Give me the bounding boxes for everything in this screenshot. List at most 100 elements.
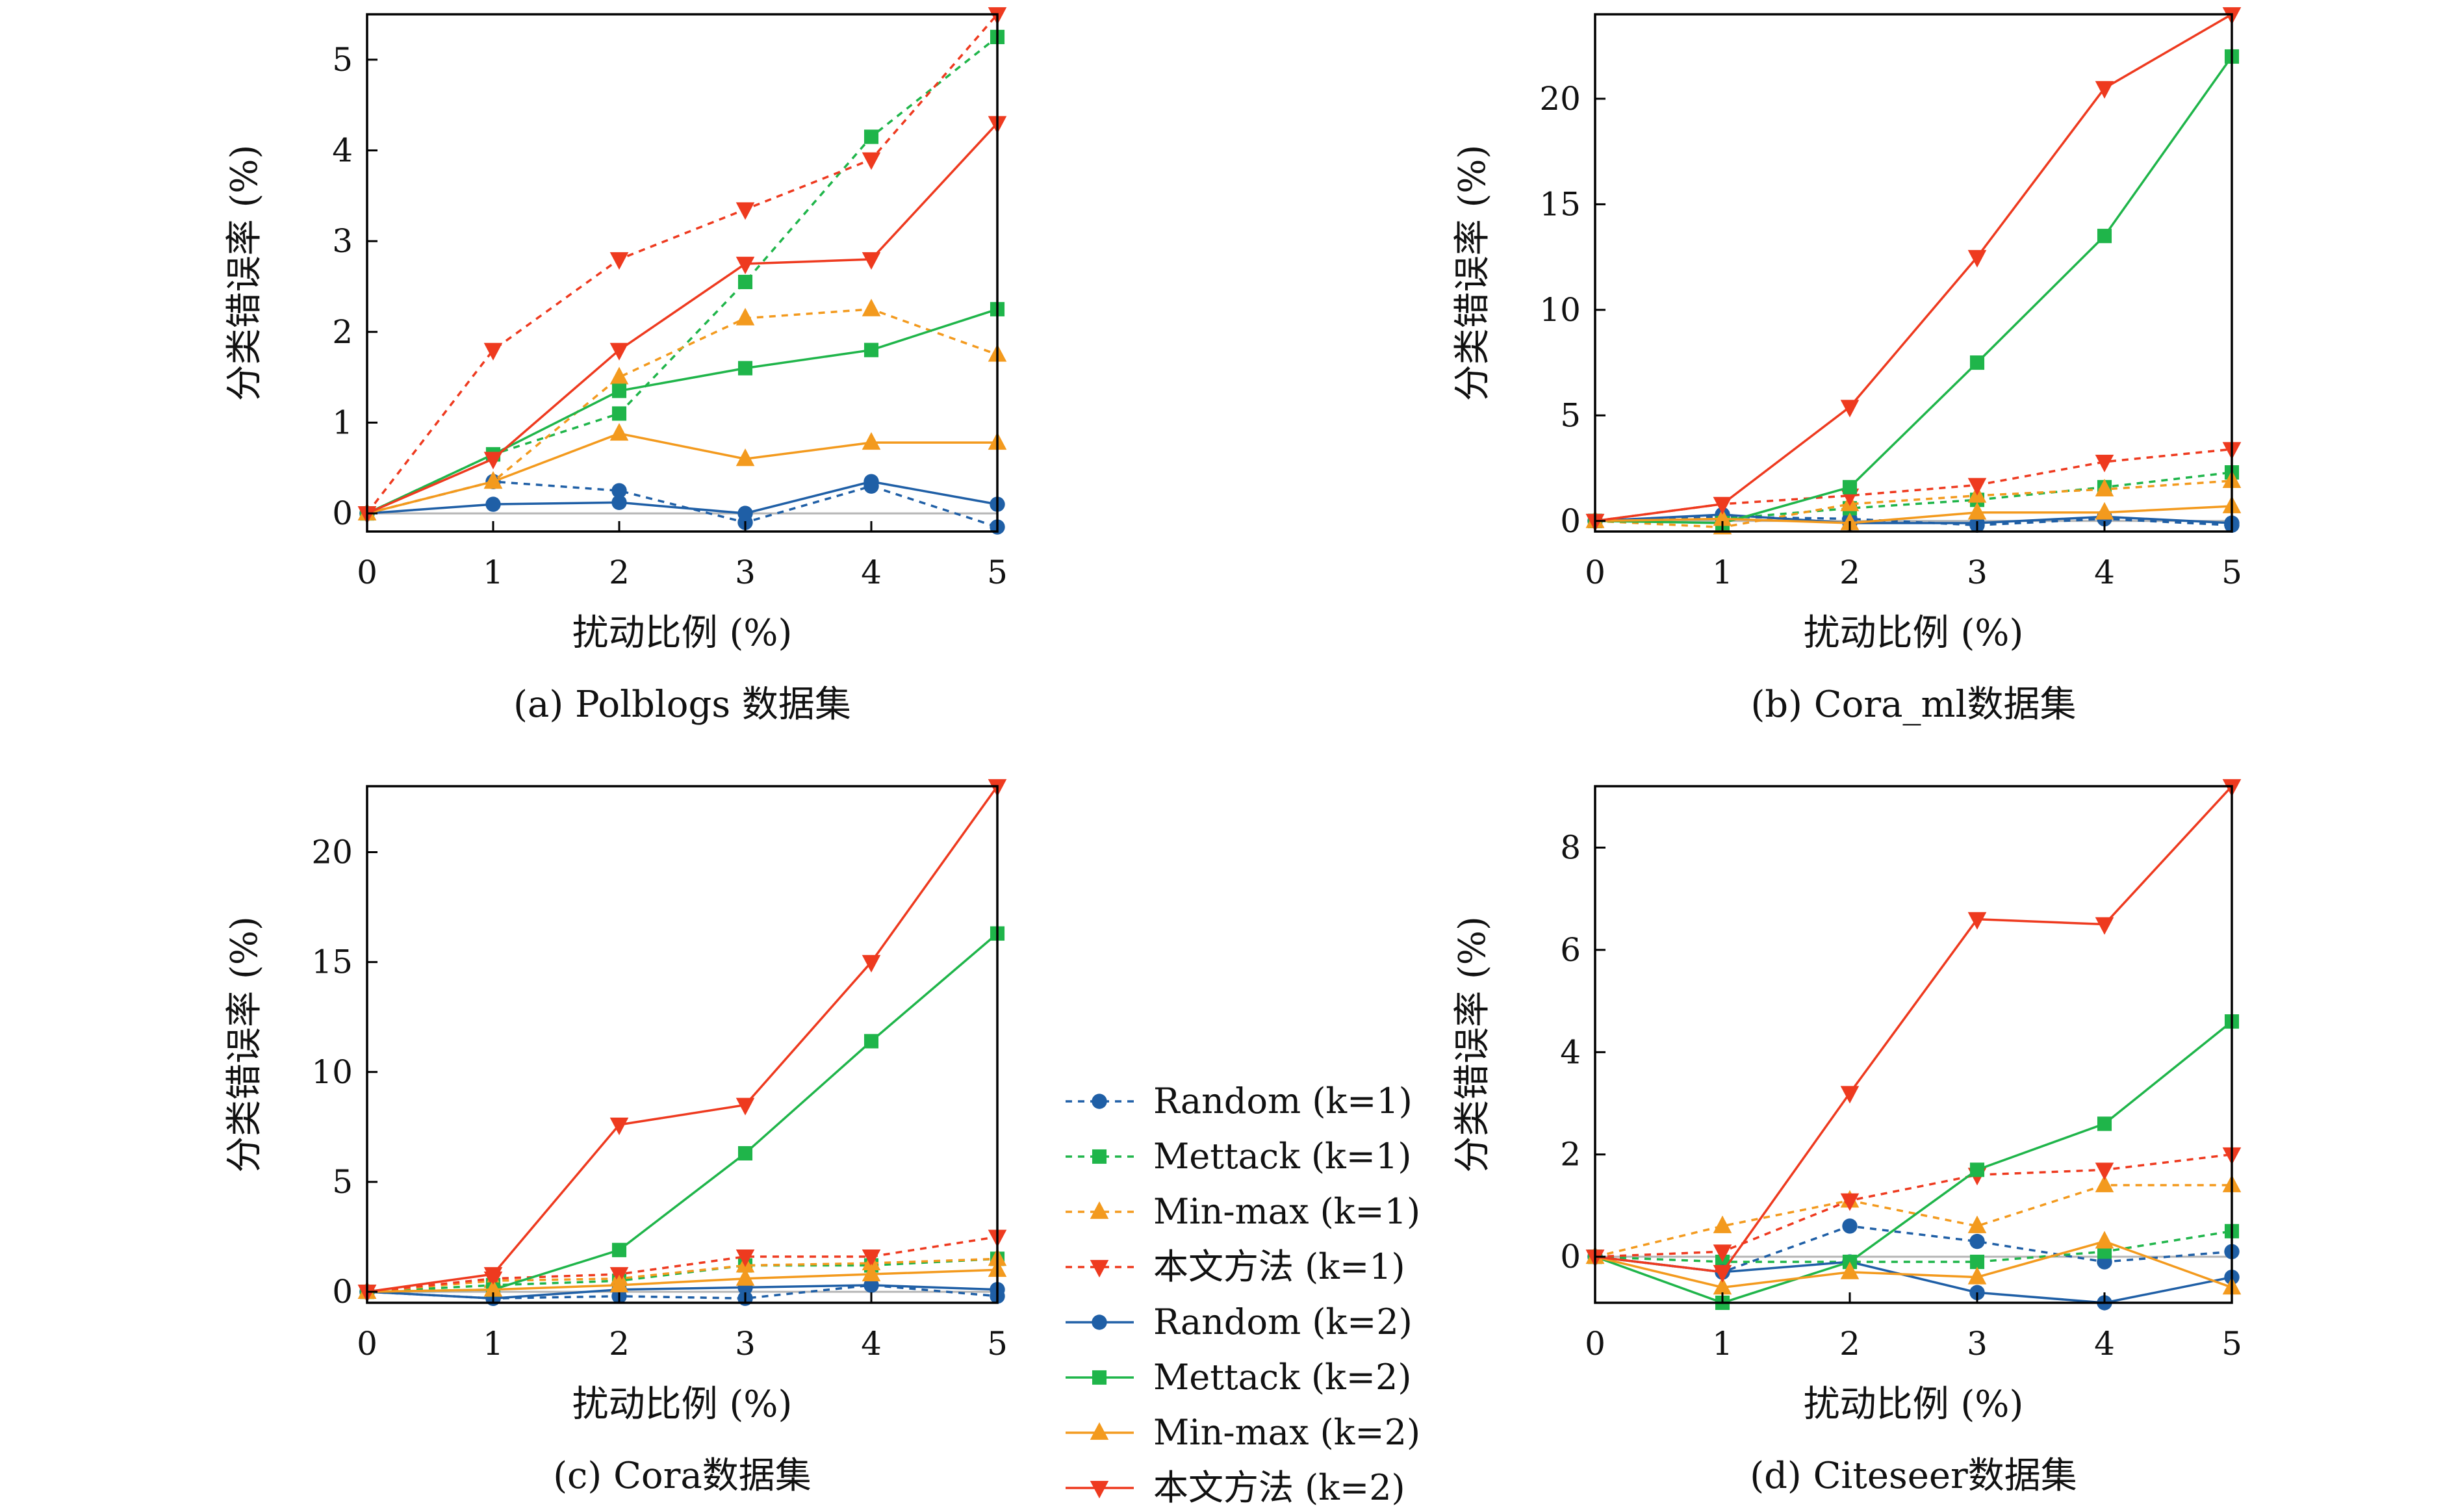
series-line-min-max-k-2 bbox=[1594, 505, 2232, 524]
x-tick-label: 4 bbox=[861, 554, 882, 591]
series-mettack-k-2 bbox=[1587, 49, 2240, 531]
legend-entry-mettack-k-2: Mettack (k=2) bbox=[1066, 1357, 1411, 1398]
y-tick-label: 5 bbox=[1560, 396, 1581, 434]
legend-entry-proposed-k-2: 本文方法 (k=2) bbox=[1066, 1467, 1405, 1508]
legend-entry-min-max-k-2: Min-max (k=2) bbox=[1066, 1412, 1420, 1453]
data-point bbox=[1840, 1261, 1860, 1279]
legend-entry-min-max-k-1: Min-max (k=1) bbox=[1066, 1191, 1420, 1232]
series-line-random-k-2 bbox=[366, 480, 998, 515]
series-line-mettack-k-2 bbox=[366, 932, 999, 1293]
legend-marker bbox=[1090, 1201, 1109, 1219]
legend-entry-random-k-1: Random (k=1) bbox=[1066, 1081, 1413, 1121]
legend-entry-mettack-k-1: Mettack (k=1) bbox=[1066, 1136, 1411, 1177]
data-point bbox=[1969, 1162, 1985, 1177]
series-line-proposed-k-1 bbox=[1594, 1153, 2232, 1258]
data-point bbox=[737, 274, 753, 290]
series-line-min-max-k-2 bbox=[366, 1268, 998, 1293]
data-point bbox=[611, 406, 627, 421]
series-line-mettack-k-1 bbox=[1594, 471, 2232, 522]
series-line-min-max-k-1 bbox=[1594, 480, 2232, 529]
data-point bbox=[862, 1263, 881, 1281]
data-point bbox=[863, 1277, 879, 1293]
series-proposed-k-2 bbox=[1585, 7, 2242, 532]
series-line-random-k-1 bbox=[1594, 1225, 2232, 1274]
x-tick-label: 5 bbox=[987, 1325, 1008, 1363]
x-tick-label: 1 bbox=[1712, 1325, 1733, 1363]
data-point bbox=[863, 474, 879, 489]
data-point bbox=[1713, 1215, 1732, 1233]
data-point bbox=[2095, 478, 2114, 496]
y-tick-label: 4 bbox=[332, 131, 353, 169]
x-tick-label: 3 bbox=[735, 1325, 756, 1363]
data-point bbox=[862, 1249, 881, 1268]
series-min-max-k-2 bbox=[1585, 1231, 2242, 1295]
series-random-k-1 bbox=[359, 474, 1005, 535]
data-point bbox=[736, 202, 755, 220]
data-point bbox=[863, 342, 879, 357]
series-line-proposed-k-2 bbox=[1594, 785, 2233, 1274]
legend-label: Min-max (k=2) bbox=[1153, 1412, 1420, 1453]
data-point bbox=[2095, 454, 2114, 472]
legend-marker bbox=[1092, 1314, 1107, 1330]
data-point bbox=[2095, 81, 2114, 99]
series-proposed-k-2 bbox=[357, 116, 1007, 524]
series-line-min-max-k-2 bbox=[366, 432, 997, 515]
y-axis-label: 分类错误率 (%) bbox=[224, 916, 266, 1173]
legend-marker bbox=[1092, 1149, 1107, 1164]
plot-frame bbox=[366, 13, 999, 533]
x-tick-label: 1 bbox=[483, 1325, 504, 1363]
x-tick-label: 3 bbox=[1967, 554, 1988, 591]
panel-caption: (c) Cora数据集 bbox=[553, 1455, 812, 1497]
data-point bbox=[1842, 1218, 1858, 1234]
y-tick-label: 5 bbox=[332, 41, 353, 79]
x-axis-label: 扰动比例 (%) bbox=[1804, 1383, 2024, 1426]
legend-entry-proposed-k-1: 本文方法 (k=1) bbox=[1066, 1246, 1405, 1287]
series-mettack-k-1 bbox=[1587, 1224, 2240, 1270]
data-point bbox=[737, 361, 753, 376]
series-line-proposed-k-2 bbox=[1594, 13, 2232, 522]
data-point bbox=[737, 506, 753, 521]
data-point bbox=[609, 366, 629, 385]
legend-label: Mettack (k=2) bbox=[1153, 1357, 1411, 1398]
chart-panel-1: 0 1 2 3 4 5 0 1 2 3 4 5 扰动比例 (%) 分类错误率 (%) (a) Polblog… bbox=[224, 7, 1008, 726]
data-point bbox=[1840, 400, 1860, 418]
series-min-max-k-1 bbox=[357, 298, 1007, 520]
data-point bbox=[862, 955, 881, 973]
y-tick-label: 15 bbox=[311, 943, 353, 981]
chart-panel-2: 0 1 2 3 4 5 0 5 10 15 20 扰动比例 (%) 分类错误率 (%) (b) Cora_… bbox=[1452, 7, 2242, 726]
data-point bbox=[1967, 1266, 1987, 1285]
data-point bbox=[736, 307, 755, 326]
x-tick-label: 2 bbox=[609, 1325, 630, 1363]
data-point bbox=[736, 1097, 755, 1116]
series-random-k-1 bbox=[1587, 1218, 2240, 1280]
data-point bbox=[862, 432, 881, 450]
data-point bbox=[862, 152, 881, 170]
data-point bbox=[483, 1279, 503, 1297]
panel-caption: (a) Polblogs 数据集 bbox=[513, 684, 851, 726]
y-tick-label: 4 bbox=[1560, 1033, 1581, 1071]
y-axis-label: 分类错误率 (%) bbox=[1452, 145, 1494, 402]
data-point bbox=[611, 1242, 627, 1257]
y-tick-label: 5 bbox=[332, 1163, 353, 1201]
data-point bbox=[1967, 912, 1987, 930]
x-tick-label: 2 bbox=[1839, 1325, 1860, 1363]
plot-frame bbox=[1594, 13, 2233, 533]
data-point bbox=[611, 494, 627, 511]
data-point bbox=[611, 483, 627, 498]
series-line-random-k-2 bbox=[366, 1284, 998, 1300]
series-line-mettack-k-2 bbox=[366, 308, 998, 515]
data-point bbox=[1969, 355, 1985, 370]
y-tick-label: 3 bbox=[332, 222, 353, 260]
panels-layer: 0 1 2 3 4 5 0 1 2 3 4 5 扰动比例 (%) 分类错误率 (%) (a) Polblog… bbox=[224, 7, 2242, 1497]
y-axis-label: 分类错误率 (%) bbox=[1452, 916, 1494, 1173]
x-tick-label: 3 bbox=[1967, 1325, 1988, 1363]
legend: Random (k=1) Mettack (k=1) Min-max (k=1) 本文… bbox=[1066, 1081, 1420, 1508]
series-line-random-k-1 bbox=[366, 480, 998, 528]
y-tick-label: 15 bbox=[1539, 185, 1581, 223]
plot-frame bbox=[366, 785, 999, 1304]
series-line-random-k-2 bbox=[1594, 513, 2232, 524]
legend-marker bbox=[1090, 1422, 1109, 1440]
data-point bbox=[1713, 508, 1732, 526]
data-point bbox=[1967, 250, 1987, 268]
series-line-proposed-k-2 bbox=[366, 785, 999, 1293]
